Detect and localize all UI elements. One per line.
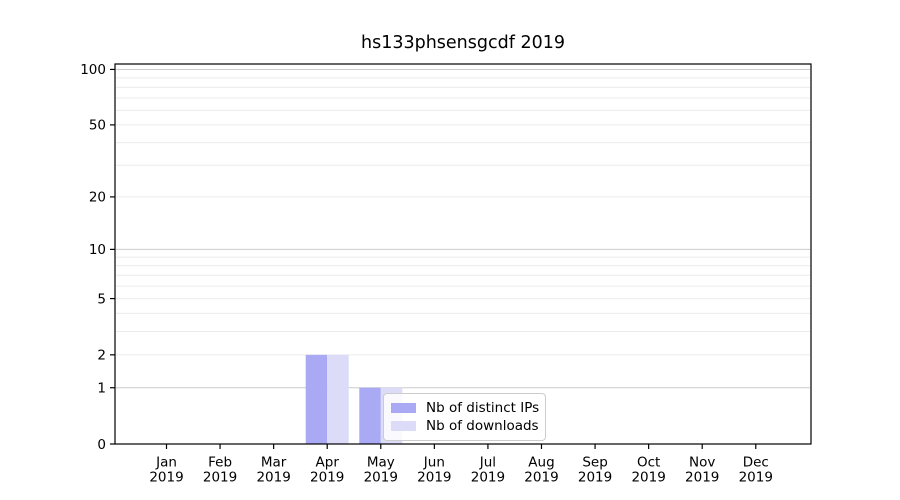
x-tick-label-nov: Nov 2019 (685, 455, 719, 486)
y-tick-label-50: 50 (89, 118, 106, 134)
y-tick-label-10: 10 (89, 242, 106, 258)
x-tick-label-jun: Jun 2019 (417, 455, 451, 486)
x-tick-label-oct: Oct 2019 (631, 455, 665, 486)
x-tick-label-aug: Aug 2019 (524, 455, 558, 486)
legend-swatch-distinct-ips (391, 403, 416, 413)
legend-label-distinct-ips: Nb of distinct IPs (426, 400, 540, 416)
chart-title: hs133phsensgcdf 2019 (360, 33, 565, 53)
x-tick-label-mar: Mar 2019 (256, 455, 290, 486)
x-tick-label-dec: Dec 2019 (739, 455, 773, 486)
legend-swatch-downloads (391, 421, 416, 431)
plot-area (114, 63, 812, 445)
bar-apr-series1 (327, 354, 349, 444)
x-tick-label-may: May 2019 (364, 455, 398, 486)
x-tick-label-apr: Apr 2019 (310, 455, 344, 486)
legend-label-downloads: Nb of downloads (426, 418, 539, 434)
x-tick-label-jul: Jul 2019 (471, 455, 505, 486)
bar-apr-series0 (305, 354, 328, 444)
y-tick-label-2: 2 (97, 348, 106, 364)
bar-may-series0 (359, 387, 381, 444)
y-tick-label-0: 0 (97, 437, 106, 453)
legend: Nb of distinct IPs Nb of downloads (383, 393, 546, 441)
legend-item-distinct-ips: Nb of distinct IPs (391, 399, 540, 417)
y-tick-label-5: 5 (97, 291, 106, 307)
x-tick-label-feb: Feb 2019 (203, 455, 237, 486)
y-tick-label-1: 1 (97, 381, 106, 397)
y-tick-label-100: 100 (80, 62, 106, 78)
x-tick-label-jan: Jan 2019 (149, 455, 183, 486)
x-tick-label-sep: Sep 2019 (578, 455, 612, 486)
legend-item-downloads: Nb of downloads (391, 417, 539, 435)
y-tick-label-20: 20 (89, 190, 106, 206)
